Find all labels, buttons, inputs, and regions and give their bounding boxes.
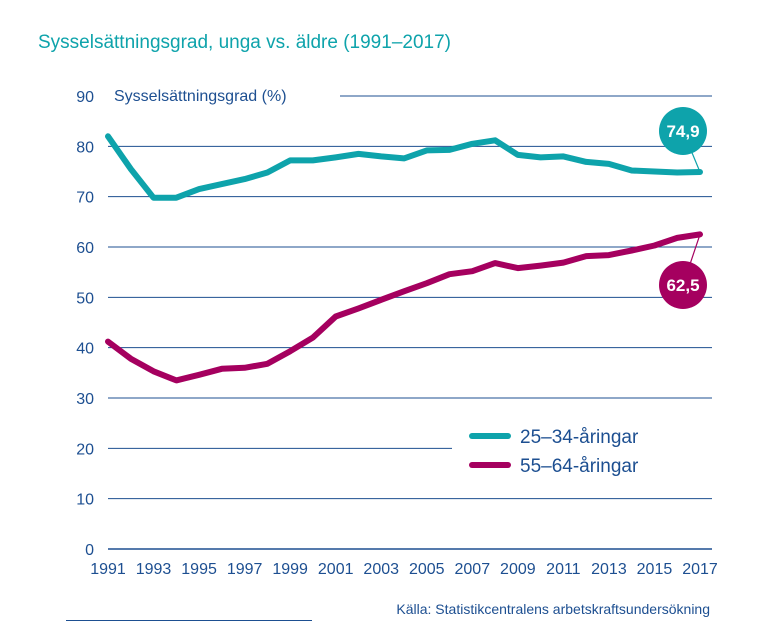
legend-item: 55–64-åringar bbox=[469, 456, 639, 477]
x-tick-label: 2003 bbox=[363, 561, 399, 578]
x-tick-label: 2007 bbox=[455, 561, 491, 578]
y-tick-label: 50 bbox=[76, 290, 94, 307]
series-line bbox=[105, 133, 703, 201]
x-tick-label: 2009 bbox=[500, 561, 536, 578]
legend-label: 25–34-åringar bbox=[520, 427, 639, 448]
callout-bubble bbox=[659, 107, 707, 155]
x-tick-label: 2005 bbox=[409, 561, 445, 578]
legend: 25–34-åringar 55–64-åringar bbox=[469, 427, 639, 477]
y-tick-label: 30 bbox=[76, 391, 94, 408]
callout-bubble bbox=[659, 261, 707, 309]
series-line bbox=[105, 231, 703, 384]
y-tick-label: 90 bbox=[76, 89, 94, 106]
end-value-label: 74,9 bbox=[666, 122, 699, 141]
y-tick-label: 10 bbox=[76, 492, 94, 509]
x-tick-label: 2011 bbox=[546, 561, 581, 578]
end-value-callout: 74,9 bbox=[659, 107, 707, 173]
x-tick-label: 1999 bbox=[272, 561, 308, 578]
x-tick-label: 1997 bbox=[227, 561, 263, 578]
y-axis-ticks: 0 10 20 30 40 50 60 70 80 90 bbox=[76, 89, 94, 559]
series-lines bbox=[105, 133, 703, 384]
chart-title: Sysselsättningsgrad, unga vs. äldre (199… bbox=[38, 32, 451, 53]
end-value-label: 62,5 bbox=[666, 276, 699, 295]
x-tick-label: 2015 bbox=[637, 561, 673, 578]
x-tick-label: 1993 bbox=[136, 561, 172, 578]
x-tick-label: 2001 bbox=[318, 561, 354, 578]
y-tick-label: 40 bbox=[76, 341, 94, 358]
x-tick-label: 1991 bbox=[90, 561, 126, 578]
x-tick-label: 1995 bbox=[181, 561, 217, 578]
x-tick-label: 2017 bbox=[682, 561, 718, 578]
end-labels: 74,9 62,5 bbox=[659, 107, 707, 309]
y-tick-label: 0 bbox=[85, 542, 94, 559]
x-axis-ticks: 1991 1993 1995 1997 1999 2001 2003 2005 2007 2009… bbox=[90, 561, 718, 578]
y-tick-label: 60 bbox=[76, 240, 94, 257]
legend-label: 55–64-åringar bbox=[520, 456, 639, 477]
y-tick-label: 80 bbox=[76, 139, 94, 156]
y-axis-label: Sysselsättningsgrad (%) bbox=[114, 88, 287, 105]
y-tick-label: 20 bbox=[76, 441, 94, 458]
end-value-callout: 62,5 bbox=[659, 234, 707, 309]
legend-item: 25–34-åringar bbox=[469, 427, 639, 448]
gridlines bbox=[108, 95, 712, 550]
source-divider bbox=[66, 620, 312, 621]
x-tick-label: 2013 bbox=[591, 561, 627, 578]
source-note: Källa: Statistikcentralens arbetskraftsu… bbox=[396, 601, 710, 617]
y-tick-label: 70 bbox=[76, 190, 94, 207]
